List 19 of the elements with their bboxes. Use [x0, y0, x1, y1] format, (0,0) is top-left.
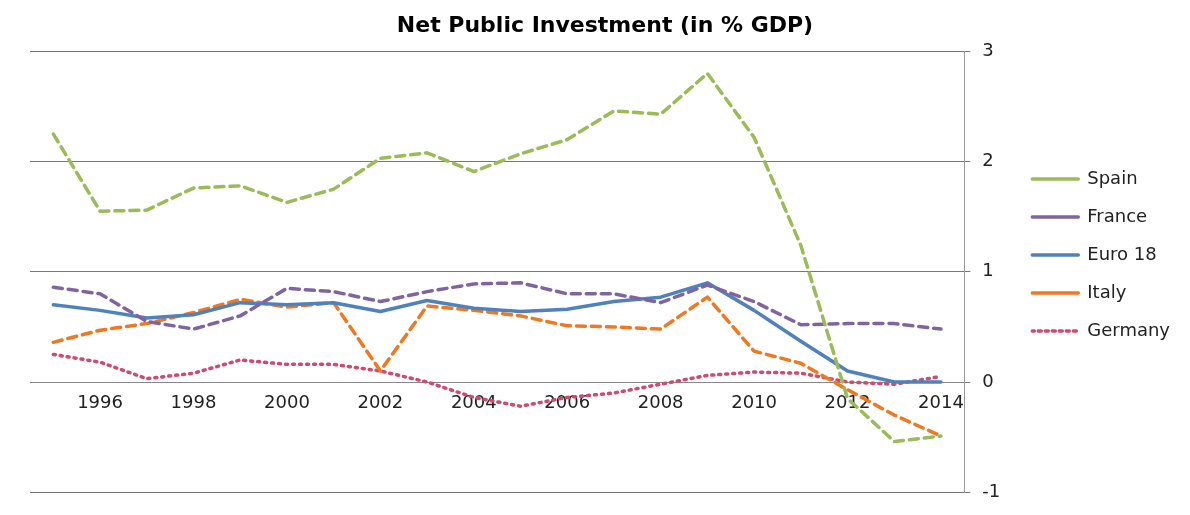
x-tick-label: 2008 [637, 391, 684, 413]
line-series [51, 281, 943, 331]
x-tick-label: 1998 [170, 391, 217, 413]
x-tick-label: 2002 [357, 391, 404, 413]
x-tick-label: 2014 [918, 391, 964, 413]
y-tick-label: 1 [982, 259, 994, 281]
legend-label: Euro 18 [1087, 242, 1157, 264]
legend-label: Spain [1087, 166, 1138, 188]
x-tick-label: 2000 [264, 391, 310, 413]
legend-label: Germany [1087, 318, 1171, 340]
x-tick-label: 1996 [77, 391, 123, 413]
legend-label: France [1087, 204, 1148, 226]
y-tick-label: 3 [982, 39, 994, 61]
y-tick-label: 0 [982, 369, 994, 391]
y-tick-label: 2 [982, 149, 994, 171]
chart-title: Net Public Investment (in % GDP) [396, 11, 814, 37]
y-tick-label: -1 [982, 479, 1001, 501]
x-tick-label: 2010 [731, 391, 778, 413]
legend-label: Italy [1087, 280, 1127, 302]
